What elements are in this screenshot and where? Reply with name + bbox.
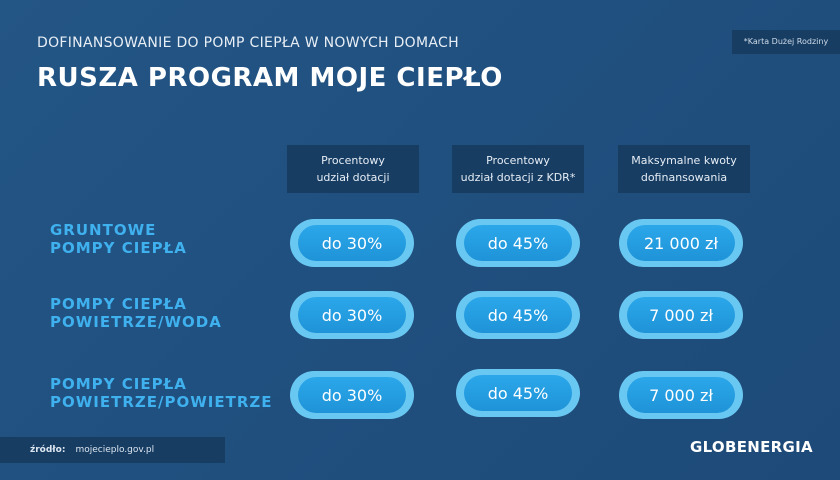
header-line: udział dotacji xyxy=(316,171,390,184)
cell: do 45% xyxy=(456,369,580,417)
row-label: GRUNTOWE POMPY CIEPŁA xyxy=(50,221,187,257)
cell-value: 7 000 zł xyxy=(627,377,735,413)
cell-value: do 30% xyxy=(298,225,406,261)
cell-value: 7 000 zł xyxy=(627,297,735,333)
cell-value: do 30% xyxy=(298,297,406,333)
cell: do 30% xyxy=(290,291,414,339)
cell: do 30% xyxy=(290,371,414,419)
note: *Karta Dużej Rodziny xyxy=(732,30,840,54)
source-link: mojecieplo.gov.pl xyxy=(75,445,155,455)
column-header: Procentowy udział dotacji z KDR* xyxy=(452,145,584,193)
label-line: POMPY CIEPŁA xyxy=(50,375,187,393)
header-line: udział dotacji z KDR* xyxy=(460,171,576,184)
cell-value: do 45% xyxy=(464,225,572,261)
cell: do 45% xyxy=(456,219,580,267)
cell-value: do 45% xyxy=(464,375,572,411)
header-line: Procentowy xyxy=(486,154,550,167)
source-label: źródło: xyxy=(30,445,66,455)
subtitle: DOFINANSOWANIE DO POMP CIEPŁA W NOWYCH D… xyxy=(37,35,459,51)
header-line: Procentowy xyxy=(321,154,385,167)
cell: do 45% xyxy=(456,291,580,339)
header-line: Maksymalne kwoty xyxy=(631,154,737,167)
cell-value: 21 000 zł xyxy=(627,225,735,261)
cell: 7 000 zł xyxy=(619,291,743,339)
cell-value: do 45% xyxy=(464,297,572,333)
cell: 21 000 zł xyxy=(619,219,743,267)
label-line: POMPY CIEPŁA xyxy=(50,239,187,257)
column-header: Procentowy udział dotacji xyxy=(287,145,419,193)
cell: 7 000 zł xyxy=(619,371,743,419)
source: źródło: mojecieplo.gov.pl xyxy=(0,437,225,463)
logo: GLOBENERGIA xyxy=(690,438,813,456)
label-line: POWIETRZE/WODA xyxy=(50,313,222,331)
row-label: POMPY CIEPŁA POWIETRZE/POWIETRZE xyxy=(50,375,273,411)
cell: do 30% xyxy=(290,219,414,267)
row-label: POMPY CIEPŁA POWIETRZE/WODA xyxy=(50,295,222,331)
title: RUSZA PROGRAM MOJE CIEPŁO xyxy=(37,63,503,93)
cell-value: do 30% xyxy=(298,377,406,413)
column-header: Maksymalne kwoty dofinansowania xyxy=(618,145,750,193)
label-line: GRUNTOWE xyxy=(50,221,157,239)
header-line: dofinansowania xyxy=(640,171,728,184)
label-line: POWIETRZE/POWIETRZE xyxy=(50,393,273,411)
label-line: POMPY CIEPŁA xyxy=(50,295,187,313)
